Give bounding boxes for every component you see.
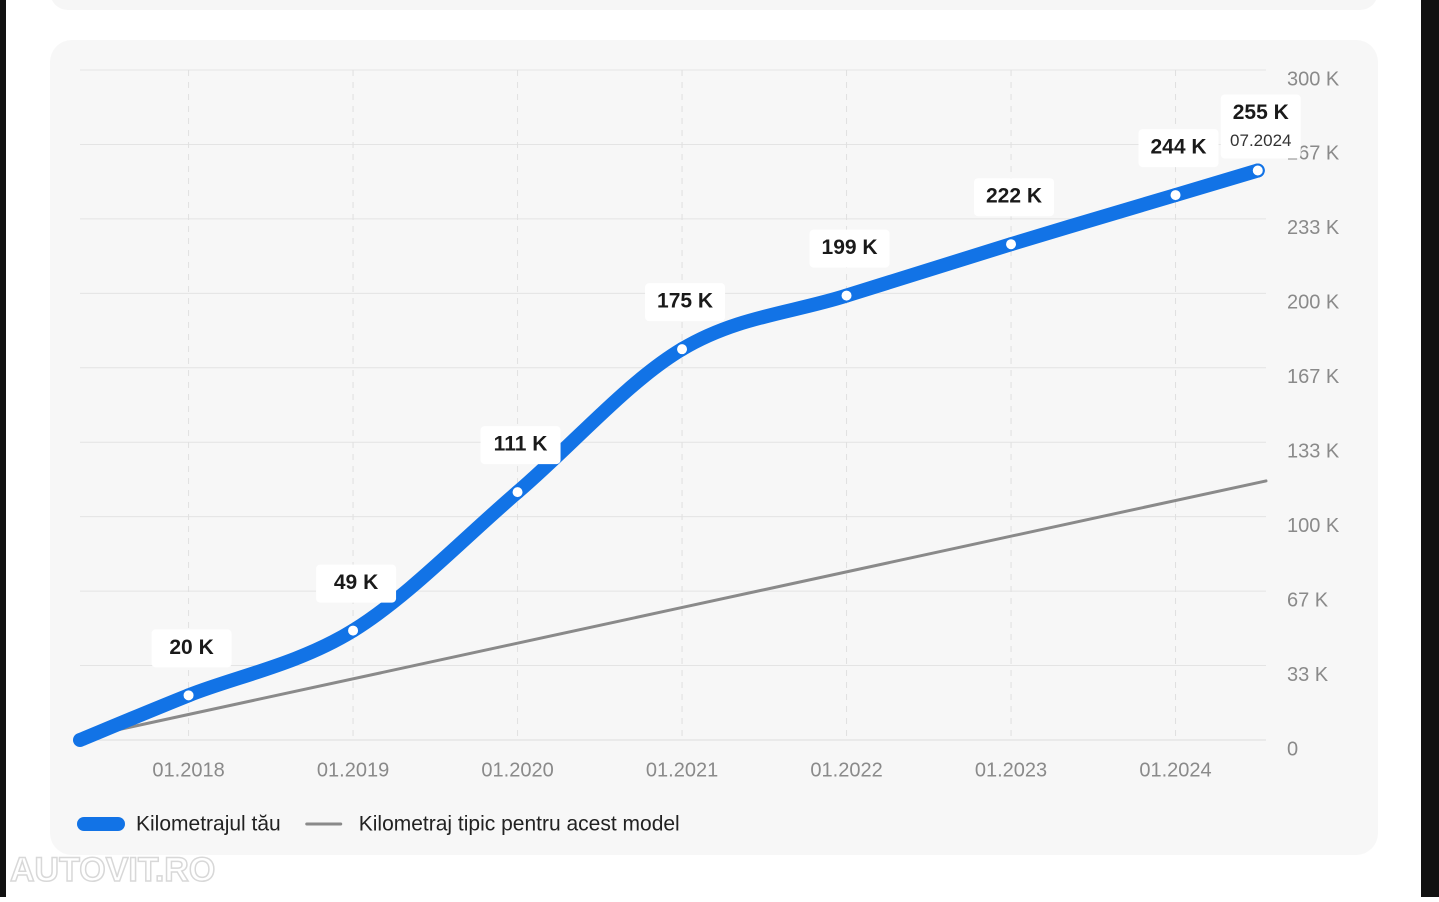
y-tick-label: 100 K <box>1287 515 1340 537</box>
edge <box>1421 0 1439 897</box>
data-label: 111 K <box>494 433 548 456</box>
x-tick-label: 01.2024 <box>1139 759 1211 781</box>
annotation: 07.2024 <box>1230 131 1291 150</box>
data-point <box>675 342 690 357</box>
data-label: 49 K <box>334 571 378 594</box>
y-tick-label: 167 K <box>1287 366 1340 388</box>
x-tick-label: 01.2023 <box>975 759 1047 781</box>
label-box <box>974 178 1055 217</box>
data-label: 20 K <box>169 636 213 659</box>
label-box <box>1138 129 1219 168</box>
data-point <box>346 623 361 638</box>
data-point <box>1004 237 1019 252</box>
data-point <box>181 688 196 703</box>
y-tick-label: 0 <box>1287 738 1298 760</box>
edge <box>0 0 6 897</box>
data-label: 222 K <box>986 185 1042 208</box>
x-tick-label: 01.2022 <box>810 759 882 781</box>
x-tick-label: 01.2020 <box>481 759 553 781</box>
series-line <box>78 479 1268 740</box>
data-label: 244 K <box>1151 136 1207 159</box>
label-box <box>480 426 561 465</box>
y-tick-label: 300 K <box>1287 68 1340 90</box>
legend-label: Kilometraj tipic pentru acest model <box>359 813 680 836</box>
label-box <box>1220 94 1301 159</box>
label-box <box>151 629 232 668</box>
data-label: 175 K <box>657 290 713 313</box>
x-tick-label: 01.2018 <box>152 759 224 781</box>
label-box <box>809 229 890 268</box>
data-point <box>839 288 854 303</box>
card <box>50 40 1378 855</box>
legend-label: Kilometrajul tău <box>136 813 281 836</box>
card <box>51 0 1377 10</box>
data-point <box>1250 163 1265 178</box>
y-tick-label: 33 K <box>1287 664 1329 686</box>
watermark: AUTOVIT.RO <box>10 851 215 889</box>
label-box <box>316 564 397 603</box>
data-point <box>1168 188 1183 203</box>
data-label: 255 K <box>1233 101 1289 124</box>
label-box <box>645 283 726 322</box>
data-label: 199 K <box>822 236 878 259</box>
y-tick-label: 133 K <box>1287 441 1340 463</box>
y-tick-label: 200 K <box>1287 292 1340 314</box>
x-tick-label: 01.2021 <box>646 759 718 781</box>
y-tick-label: 233 K <box>1287 217 1340 239</box>
y-tick-label: 67 K <box>1287 589 1329 611</box>
x-tick-label: 01.2019 <box>317 759 389 781</box>
data-point <box>510 485 525 500</box>
